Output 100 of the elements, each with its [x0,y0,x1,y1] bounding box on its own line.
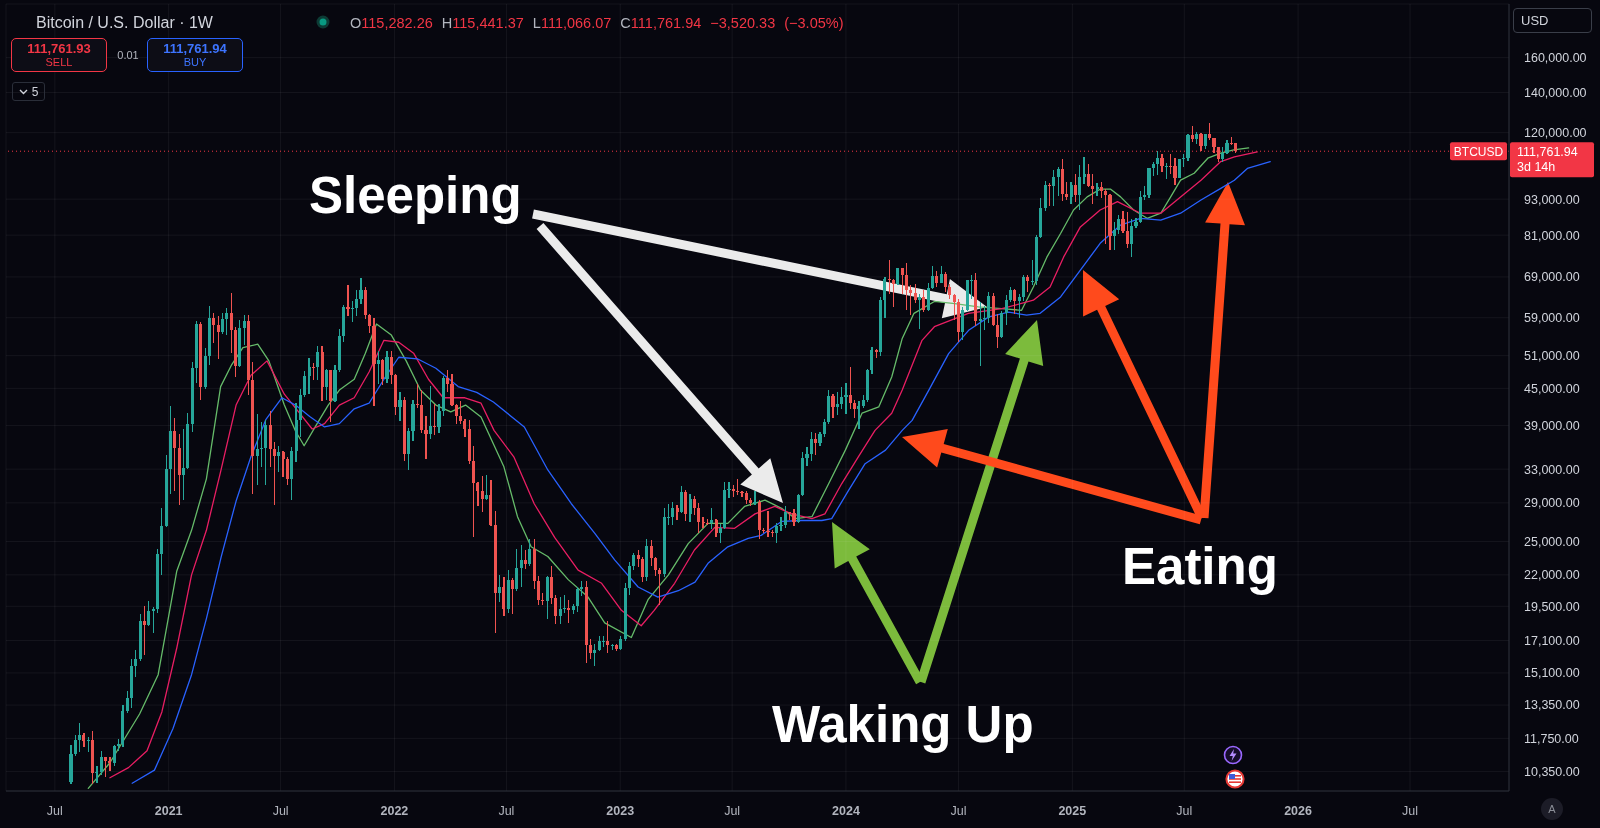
candlestick [424,415,428,460]
candlestick [1086,163,1090,188]
annotation: Sleeping [309,167,522,224]
y-tick-label: 51,000.00 [1524,349,1580,364]
candlestick [1047,182,1051,207]
candlestick [519,544,523,588]
y-tick-label: 15,100.00 [1524,666,1580,681]
candlestick [259,421,264,468]
candlestick [900,267,904,296]
candlestick [822,418,826,438]
candlestick [922,289,926,314]
candlestick [355,289,359,317]
candlestick [381,358,385,387]
candlestick [1125,211,1129,249]
candlestick [1117,214,1121,235]
candlestick [870,346,874,375]
candlestick [316,345,320,381]
candlestick [718,523,722,544]
candlestick [1004,294,1008,326]
candlestick [627,561,632,596]
candlestick [446,369,450,394]
candlestick [987,291,991,324]
candlestick [753,490,757,506]
x-tick-label: Jul [498,804,515,818]
text: 3d 14h [1517,160,1556,175]
candlestick [714,517,718,538]
candlestick [1078,164,1082,211]
y-tick-label: 25,000.00 [1524,534,1580,549]
candlestick [459,400,463,425]
x-tick-label: 2025 [1058,804,1087,818]
auto-scale-button: A [1541,798,1563,820]
candlestick [688,493,692,524]
candlestick [779,516,783,532]
candlestick [264,419,268,487]
candlestick [1052,169,1056,207]
y-tick-label: 11,750.00 [1524,731,1579,746]
x-tick-label: 2024 [832,804,860,818]
candlestick [588,638,593,661]
candlestick [593,642,597,667]
candlestick [216,315,220,360]
candlestick [324,368,328,401]
candlestick [840,385,844,411]
candlestick [463,418,467,438]
candlestick [437,403,441,434]
y-tick-label: 33,000.00 [1524,462,1580,477]
y-tick-label: 93,000.00 [1524,192,1580,207]
candlestick [640,555,645,583]
candlestick [272,441,276,506]
candlestick [658,567,662,606]
candlestick [1056,166,1060,197]
candlestick [220,312,225,335]
candlestick [1169,153,1173,175]
candlestick [536,575,541,606]
annotation: 0.01 [116,49,140,62]
candlestick [173,417,177,492]
candlestick [225,307,229,336]
candlestick [982,305,987,331]
candlestick [909,284,913,316]
y-tick-label: 69,000.00 [1524,270,1580,285]
y-tick-label: 17,100.00 [1524,633,1580,648]
candlestick [649,539,653,567]
candlestick [684,489,688,522]
candlestick [926,282,930,312]
x-tick-label: 2023 [606,804,635,818]
candlestick [558,596,562,625]
annotation: Eating [1122,538,1278,595]
candlestick [502,576,506,617]
candlestick [995,313,1000,349]
candlestick [1130,218,1134,258]
annotation: 111,761.93 [26,41,92,56]
candlestick [1121,210,1125,234]
annotation: Waking Up [772,696,1034,753]
candlestick [844,382,848,415]
candlestick [653,555,657,577]
y-tick-label: 81,000.00 [1524,228,1580,243]
candlestick [515,548,519,592]
x-tick-label: Jul [1176,804,1193,818]
candlestick [692,495,696,516]
ref-line-label: BTCUSD [1453,144,1504,159]
candlestick [398,391,402,422]
candlestick [671,501,675,526]
candlestick [831,393,835,419]
candlestick [554,593,558,625]
candlestick [476,481,480,508]
candlestick [346,283,350,317]
x-tick-label: Jul [272,804,289,818]
buy-button: 111,761.94 BUY [147,38,243,72]
candlestick [610,642,614,651]
candlestick [368,313,372,334]
candlestick [892,278,896,308]
candlestick [454,403,458,425]
y-tick-label: 45,000.00 [1524,381,1580,396]
x-tick-label: 2026 [1284,804,1313,818]
candlestick [307,357,311,395]
candlestick [212,312,216,344]
candlestick [407,427,411,471]
candlestick [549,564,554,605]
candlestick [805,446,809,467]
candlestick [1160,153,1164,173]
y-tick-label: 29,000.00 [1524,496,1580,511]
